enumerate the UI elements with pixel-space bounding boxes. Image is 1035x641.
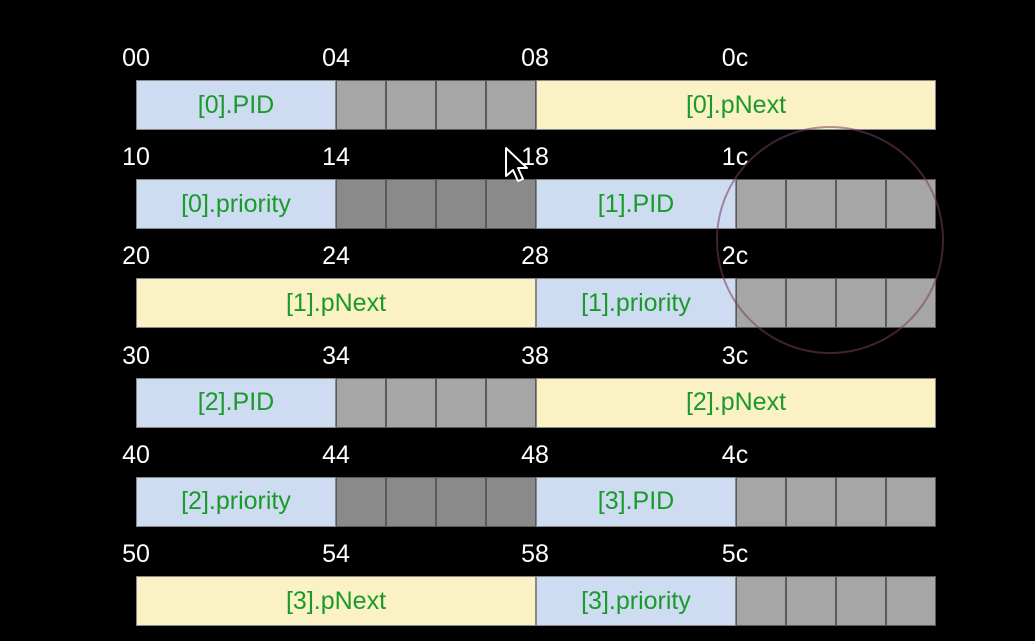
offset-label: 58 <box>521 540 549 568</box>
offset-label: 48 <box>521 440 549 469</box>
field-pri: [1].priority <box>536 278 736 329</box>
offset-label: 00 <box>122 44 150 72</box>
offset-label: 0c <box>721 44 749 72</box>
padding-byte <box>486 476 536 527</box>
offset-label: 50 <box>122 540 150 568</box>
padding-byte <box>436 476 486 527</box>
padding-byte <box>886 476 936 527</box>
field-label: [3].priority <box>581 586 691 615</box>
offset-label: 54 <box>322 540 350 568</box>
field-label: [1].pNext <box>285 288 387 317</box>
padding-byte <box>886 576 936 626</box>
mouse-pointer-icon <box>505 147 528 182</box>
padding-byte <box>386 80 436 130</box>
offset-label: 20 <box>122 242 150 271</box>
field-pid: [1].PID <box>536 179 736 230</box>
field-pid: [0].PID <box>136 80 336 130</box>
padding-byte <box>436 179 486 230</box>
offset-label: 4c <box>721 440 749 469</box>
padding-byte <box>736 476 786 527</box>
field-pri: [0].priority <box>136 179 336 230</box>
padding-byte <box>386 476 436 527</box>
padding-byte <box>436 377 486 428</box>
padding-byte <box>486 377 536 428</box>
offset-label: 14 <box>322 143 350 172</box>
offset-label: 30 <box>122 341 150 370</box>
offset-label: 5c <box>721 540 749 568</box>
offset-label: 24 <box>322 242 350 271</box>
padding-byte <box>336 476 386 527</box>
field-label: [0].priority <box>181 189 291 218</box>
offset-label: 44 <box>322 440 350 469</box>
padding-byte <box>836 576 886 626</box>
padding-byte <box>486 179 536 230</box>
field-label: [2].priority <box>181 487 291 516</box>
padding-byte <box>786 576 836 626</box>
padding-byte <box>786 476 836 527</box>
field-label: [0].PID <box>197 90 275 119</box>
field-label: [3].PID <box>597 487 675 516</box>
padding-byte <box>336 80 386 130</box>
offset-label: 40 <box>122 440 150 469</box>
field-label: [0].pNext <box>685 90 787 119</box>
offset-label: 10 <box>122 143 150 172</box>
field-label: [3].pNext <box>285 586 387 615</box>
field-label: [1].priority <box>581 288 691 317</box>
field-pnext: [0].pNext <box>536 80 936 130</box>
offset-label: 34 <box>322 341 350 370</box>
padding-byte <box>836 476 886 527</box>
cursor-highlight-ring <box>716 126 944 354</box>
offset-label: 3c <box>721 341 749 370</box>
padding-byte <box>386 377 436 428</box>
padding-byte <box>436 80 486 130</box>
offset-label: 28 <box>521 242 549 271</box>
padding-byte <box>336 377 386 428</box>
field-pnext: [2].pNext <box>536 377 936 428</box>
padding-byte <box>736 576 786 626</box>
field-pri: [2].priority <box>136 476 336 527</box>
offset-label: 38 <box>521 341 549 370</box>
offset-label: 04 <box>322 44 350 72</box>
padding-byte <box>486 80 536 130</box>
field-pnext: [3].pNext <box>136 576 536 626</box>
offset-label: 08 <box>521 44 549 72</box>
field-pnext: [1].pNext <box>136 278 536 329</box>
padding-byte <box>336 179 386 230</box>
field-pid: [2].PID <box>136 377 336 428</box>
field-pri: [3].priority <box>536 576 736 626</box>
field-label: [2].PID <box>197 388 275 417</box>
padding-byte <box>386 179 436 230</box>
field-label: [1].PID <box>597 189 675 218</box>
field-label: [2].pNext <box>685 388 787 417</box>
field-pid: [3].PID <box>536 476 736 527</box>
